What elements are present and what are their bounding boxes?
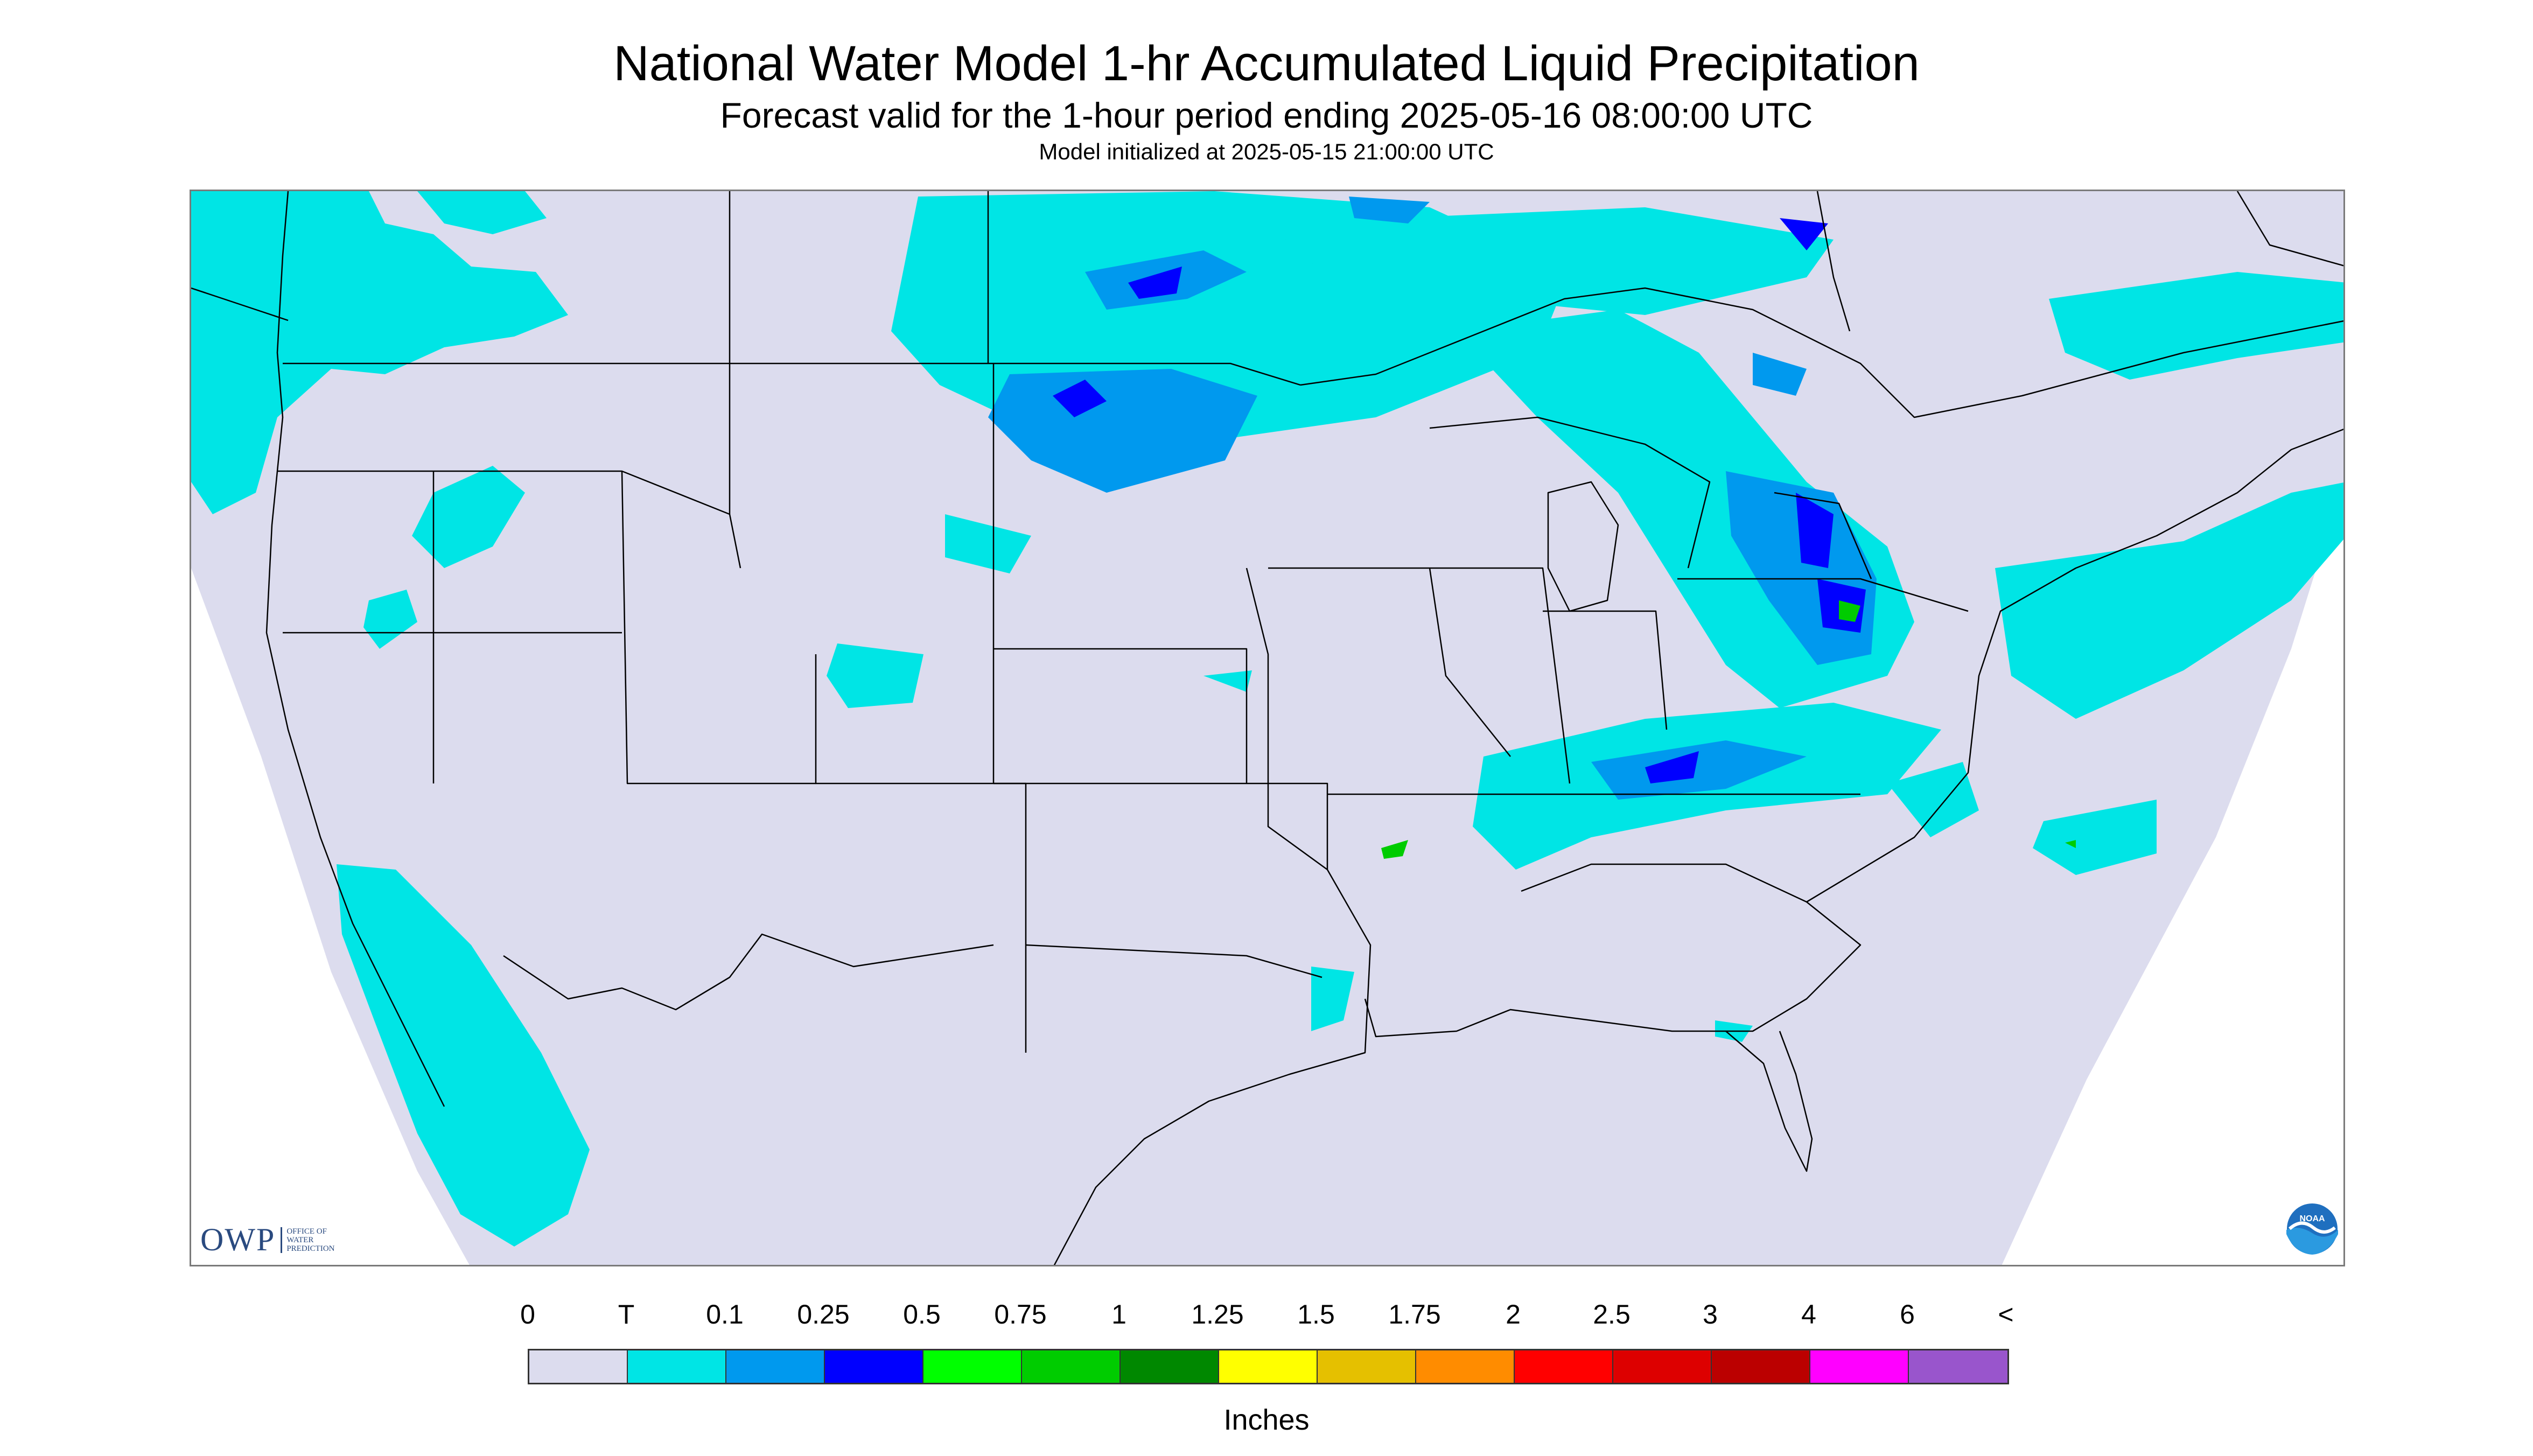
legend-swatch	[529, 1350, 628, 1383]
legend-swatch	[1416, 1350, 1515, 1383]
owp-logo-text: OFFICE OF WATER PREDICTION	[281, 1227, 346, 1253]
legend-tick-label: 0	[520, 1299, 535, 1329]
legend-tick-label: 0.5	[903, 1299, 941, 1329]
legend-swatch	[1515, 1350, 1613, 1383]
legend-color-bar	[528, 1349, 2009, 1384]
legend-tick-label: 4	[1801, 1299, 1816, 1329]
legend-tick-label: 1	[1111, 1299, 1126, 1329]
legend-swatch	[1022, 1350, 1121, 1383]
chart-title: National Water Model 1-hr Accumulated Li…	[613, 36, 1920, 91]
precip-light	[988, 197, 1877, 800]
chart-subtitle: Forecast valid for the 1-hour period end…	[720, 95, 1813, 135]
legend-tick-label: 1.5	[1297, 1299, 1335, 1329]
noaa-logo: NOAA	[2286, 1202, 2339, 1255]
legend-tick-label: 1.25	[1191, 1299, 1244, 1329]
legend-swatch	[923, 1350, 1022, 1383]
legend-tick-label: <	[1998, 1299, 2014, 1329]
legend-tick-label: 1.75	[1388, 1299, 1441, 1329]
owp-logo: OWP OFFICE OF WATER PREDICTION	[200, 1221, 346, 1258]
legend-swatch	[1613, 1350, 1712, 1383]
legend-tick-labels: 0 T 0.1 0.25 0.5 0.75 1 1.25 1.5 1.75 2 2.5 3 4 6 <	[0, 1299, 2533, 1336]
precipitation-map	[190, 190, 2345, 1266]
legend-tick-label: 0.1	[706, 1299, 744, 1329]
legend-swatch	[1219, 1350, 1318, 1383]
legend-swatch	[1121, 1350, 1219, 1383]
model-init-time: Model initialized at 2025-05-15 21:00:00…	[1039, 139, 1494, 164]
legend-tick-label: T	[618, 1299, 635, 1329]
owp-logo-line2: WATER	[286, 1235, 314, 1244]
legend-swatch	[825, 1350, 923, 1383]
legend-swatch	[1318, 1350, 1416, 1383]
legend-tick-label: 3	[1703, 1299, 1718, 1329]
map-canvas	[191, 191, 2343, 1265]
legend-swatch	[628, 1350, 726, 1383]
noaa-logo-text: NOAA	[2299, 1214, 2325, 1223]
legend-tick-label: 0.25	[797, 1299, 850, 1329]
precip-heavy	[1381, 600, 2076, 859]
legend-tick-label: 6	[1900, 1299, 1915, 1329]
domain-mask-right	[2002, 481, 2343, 1265]
legend-units: Inches	[1223, 1404, 1310, 1436]
legend-swatch	[726, 1350, 825, 1383]
owp-logo-abbrev: OWP	[200, 1222, 276, 1257]
legend-tick-label: 2	[1506, 1299, 1521, 1329]
boundary-lines	[191, 191, 2343, 1265]
legend-swatch	[1909, 1350, 2007, 1383]
domain-mask-left	[191, 568, 470, 1265]
legend-tick-label: 0.75	[994, 1299, 1047, 1329]
owp-logo-line1: OFFICE OF	[286, 1227, 327, 1236]
legend-tick-label: 2.5	[1593, 1299, 1631, 1329]
legend-swatch	[1712, 1350, 1810, 1383]
owp-logo-line3: PREDICTION	[286, 1244, 335, 1253]
legend-swatch	[1810, 1350, 1909, 1383]
